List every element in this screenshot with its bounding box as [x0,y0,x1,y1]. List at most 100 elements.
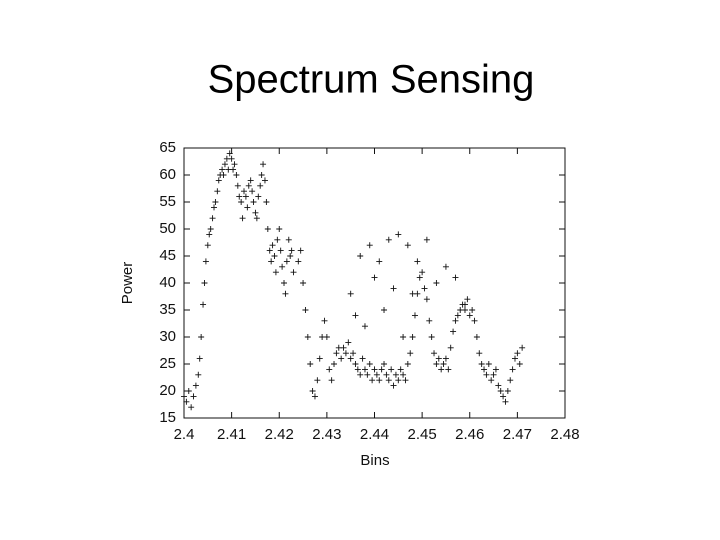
data-point [212,199,219,205]
data-point [490,371,497,378]
data-point [244,204,251,211]
data-point [188,404,195,411]
data-point [241,188,248,195]
data-point [264,226,271,232]
data-point [279,263,286,270]
data-point [433,280,440,286]
data-point [350,350,357,357]
data-point [504,388,511,394]
data-point [514,350,521,357]
data-point [371,274,378,281]
data-point [464,296,471,303]
data-point [185,388,192,394]
data-point [383,371,390,378]
data-point [250,199,257,205]
data-point [452,274,459,281]
data-point [407,350,414,357]
data-point [471,317,478,324]
data-point [400,334,407,340]
data-point [215,177,222,184]
data-point [461,301,468,308]
data-point [260,161,267,168]
data-point [481,366,488,373]
data-point [395,231,402,238]
data-point [447,344,454,351]
data-point [376,258,383,265]
data-point [511,355,518,362]
data-point [302,307,309,313]
data-point [366,242,373,249]
x-tick-label: 2.4 [174,426,195,443]
data-point [369,377,376,384]
data-point [400,371,407,378]
data-point [239,215,246,222]
data-point [483,371,490,378]
data-point [281,280,288,286]
data-point [390,382,397,389]
data-point [220,172,227,178]
data-point [231,161,238,168]
data-point [333,350,340,357]
data-point [416,274,423,281]
data-point [492,366,499,373]
data-point [354,366,361,373]
data-point [272,269,279,276]
data-point [209,215,216,222]
data-point [466,312,473,319]
data-point [268,258,275,265]
data-point [378,366,385,373]
data-point [419,269,426,276]
y-tick-label: 65 [159,139,176,156]
data-point [202,258,209,265]
data-point [381,361,388,367]
data-point [404,242,411,249]
data-point [495,382,502,389]
data-point [190,393,197,400]
data-point [340,344,347,351]
data-point [435,355,442,362]
data-point [253,215,260,222]
data-point [271,253,278,259]
x-axis-label: Bins [360,452,389,469]
data-point [395,377,402,384]
data-point [359,355,366,362]
data-point [226,150,233,157]
data-point [385,236,392,243]
data-point [297,247,304,254]
data-point [300,280,307,286]
data-point [392,371,399,378]
data-point [198,334,205,340]
data-point [507,377,514,384]
data-point [390,285,397,292]
data-point [488,377,495,384]
data-point [183,398,190,405]
data-point [409,334,416,340]
data-point [282,290,289,297]
data-point [371,366,378,373]
data-point [228,155,235,162]
data-point [431,350,438,357]
data-point [438,366,445,373]
data-point [476,350,483,357]
data-point [266,247,273,254]
data-point [442,263,449,270]
data-point [196,355,203,362]
data-point [314,377,321,384]
data-point [252,209,259,216]
data-point [263,199,270,205]
y-tick-label: 30 [159,328,176,345]
data-point [200,301,207,308]
x-tick-label: 2.43 [312,426,341,443]
data-point [454,312,461,319]
data-point [423,296,430,303]
data-point [269,242,276,249]
data-point [373,371,380,378]
data-point [328,377,335,384]
data-point [402,377,409,384]
data-point [247,177,254,184]
data-point [309,388,316,394]
data-point [361,323,368,330]
data-point [452,317,459,324]
data-point [469,307,476,313]
